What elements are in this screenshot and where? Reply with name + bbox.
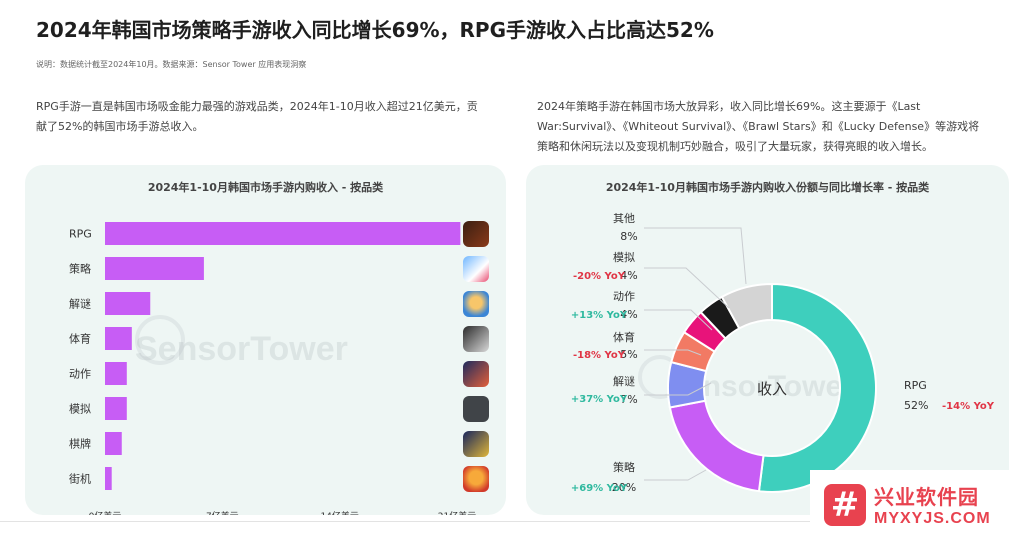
bar-category-label: 动作 <box>69 368 91 381</box>
bar <box>105 432 122 455</box>
slice-name-label: 其他 <box>613 212 635 225</box>
bar <box>105 327 132 350</box>
bar-category-label: RPG <box>69 228 92 241</box>
bar <box>105 397 127 420</box>
bar <box>105 257 204 280</box>
royal-match-icon <box>463 290 489 317</box>
leader-line <box>644 382 712 396</box>
slice-yoy-label: +37% YoY <box>571 394 628 405</box>
logo-mark-icon: # <box>824 484 866 526</box>
slice-yoy-label: +13% YoY <box>571 310 628 321</box>
leader-line <box>644 227 747 285</box>
logo-domain: MYXYJS.COM <box>874 510 991 527</box>
bar-category-label: 策略 <box>69 262 91 276</box>
slice-name-label: 动作 <box>613 290 635 303</box>
x-tick-label: 7亿美元 <box>206 510 239 515</box>
roblox-icon <box>463 395 489 422</box>
slice-value-label: 4% <box>620 269 637 282</box>
slice-yoy-label: -14% YoY <box>942 401 995 412</box>
site-logo: # 兴业软件园 MYXYJS.COM <box>810 470 1024 544</box>
slice-name-label: RPG <box>904 379 927 392</box>
x-tick-label: 0亿美元 <box>89 510 122 515</box>
slice-value-label: 4% <box>620 308 637 321</box>
donut-chart: 收入 RPG 52% -14% YoY 策略 20%+69% YoY 解谜 7%+37% Yo… <box>571 212 995 494</box>
leader-line <box>644 267 730 309</box>
donut-chart-title: 2024年1-10月韩国市场手游内购收入份额与同比增长率 - 按品类 <box>605 181 930 194</box>
watermark-logo-icon <box>135 315 185 365</box>
poker-icon <box>463 430 489 457</box>
bar <box>105 467 112 490</box>
description-left: RPG手游一直是韩国市场吸金能力最强的游戏品类，2024年1-10月收入超过21… <box>36 100 478 133</box>
slice-yoy-label: -18% YoY <box>573 350 626 361</box>
bar <box>105 292 151 315</box>
slice-name-label: 策略 <box>613 460 635 474</box>
slice-value-label: 8% <box>620 230 637 243</box>
logo-name: 兴业软件园 <box>874 485 979 509</box>
slice-value-label: 7% <box>620 393 637 406</box>
leader-line <box>644 469 707 481</box>
slice-value-label: 52% <box>904 399 928 412</box>
bar-chart-panel: 2024年1-10月韩国市场手游内购收入 - 按品类 SensorTower R… <box>25 165 506 515</box>
donut-chart-panel: 2024年1-10月韩国市场手游内购收入份额与同比增长率 - 按品类 Senso… <box>526 165 1009 515</box>
page-title: 2024年韩国市场策略手游收入同比增长69%，RPG手游收入占比高达52% <box>36 18 714 42</box>
bar-category-label: 街机 <box>69 472 91 486</box>
fc-football-icon <box>463 325 489 352</box>
action-hero-icon <box>463 360 489 387</box>
slice-name-label: 模拟 <box>613 250 635 264</box>
bar-category-label: 解谜 <box>69 297 91 311</box>
leader-line <box>644 349 702 356</box>
bar <box>105 362 127 385</box>
description-right: 2024年策略手游在韩国市场大放异彩，收入同比增长69%。这主要源于《Last … <box>537 100 980 153</box>
donut-slice <box>720 282 773 330</box>
bar-category-label: 棋牌 <box>69 437 91 451</box>
mir-icon <box>463 220 489 247</box>
donut-slice <box>757 282 877 493</box>
slice-value-label: 5% <box>620 348 637 361</box>
leader-line <box>644 309 713 331</box>
slice-name-label: 解谜 <box>613 374 635 388</box>
x-tick-label: 21亿美元 <box>438 510 476 515</box>
slice-value-label: 20% <box>612 481 636 494</box>
watermark-left: SensorTower <box>135 330 348 368</box>
footer-divider <box>0 521 810 522</box>
bar <box>105 222 461 245</box>
donut-center-label: 收入 <box>757 380 787 398</box>
bar-category-label: 模拟 <box>69 402 91 416</box>
slice-yoy-label: -20% YoY <box>573 271 626 282</box>
slice-yoy-label: +69% YoY <box>571 483 628 494</box>
donut-slice <box>668 399 765 493</box>
x-tick-label: 14亿美元 <box>320 510 358 515</box>
source-note: 说明：数据统计截至2024年10月。数据来源：Sensor Tower 应用表现… <box>36 60 307 69</box>
arcade-cookie-icon <box>463 465 489 492</box>
bar-category-label: 体育 <box>69 332 91 346</box>
bar-chart-title: 2024年1-10月韩国市场手游内购收入 - 按品类 <box>147 181 384 194</box>
baseball-icon <box>463 255 489 282</box>
slice-name-label: 体育 <box>613 330 635 344</box>
